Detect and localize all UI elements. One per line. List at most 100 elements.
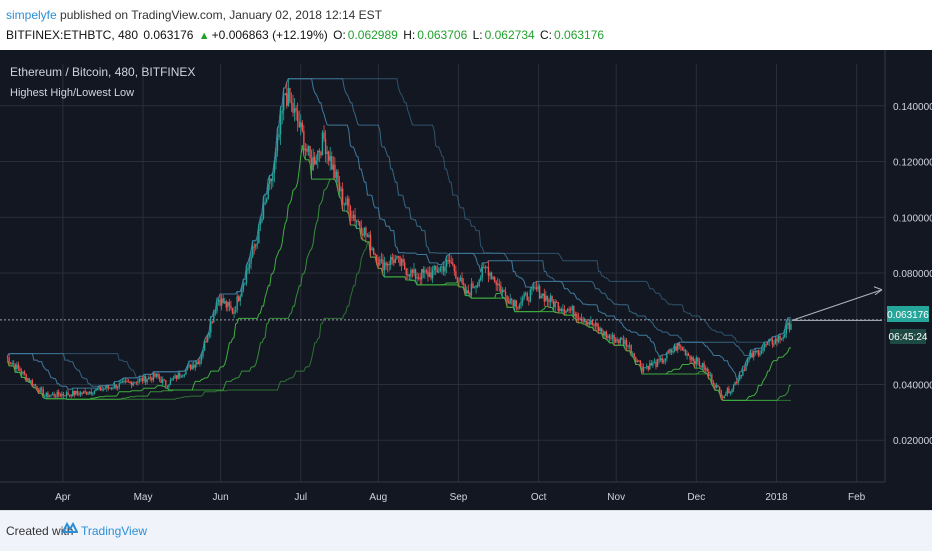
candle-body bbox=[560, 308, 563, 311]
candle-body bbox=[529, 289, 532, 302]
projection-arrow[interactable] bbox=[0, 286, 885, 321]
price-axis[interactable]: 0.140000 0.120000 0.100000 0.080000 0.040000… bbox=[893, 102, 932, 447]
candle-body bbox=[458, 281, 460, 283]
candle-body bbox=[309, 145, 311, 158]
candle-body bbox=[329, 156, 331, 161]
candle-body bbox=[250, 256, 252, 264]
x-tick-label: Sep bbox=[450, 492, 468, 503]
x-tick-label: Apr bbox=[55, 492, 71, 503]
candle-body bbox=[632, 353, 634, 355]
candle-body bbox=[397, 256, 400, 258]
candle-body bbox=[343, 203, 345, 205]
candle-body bbox=[645, 365, 648, 368]
candle-body bbox=[633, 353, 635, 358]
candle-body bbox=[315, 160, 317, 165]
last-price: 0.063176 bbox=[143, 28, 194, 42]
candle-body bbox=[647, 365, 649, 370]
tradingview-link[interactable]: TradingView bbox=[81, 524, 148, 538]
candle-body bbox=[548, 300, 550, 303]
candle-body bbox=[216, 301, 218, 312]
candle-body bbox=[363, 227, 366, 236]
candle-body bbox=[380, 259, 383, 261]
candle-body bbox=[504, 291, 507, 296]
candle-body bbox=[568, 309, 570, 311]
candle-body bbox=[709, 374, 711, 376]
candle-body bbox=[641, 366, 643, 372]
candle-body bbox=[565, 311, 567, 313]
candle-body bbox=[36, 386, 38, 390]
candle-body bbox=[93, 391, 96, 394]
candle-body bbox=[487, 266, 490, 276]
candle-body bbox=[312, 156, 314, 171]
candle-body bbox=[779, 335, 781, 340]
candle-body bbox=[163, 379, 165, 381]
candle-body bbox=[54, 396, 57, 398]
lowest-low-lines bbox=[7, 145, 792, 401]
candle-body bbox=[597, 326, 600, 331]
price-chart[interactable]: 0.140000 0.120000 0.100000 0.080000 0.040000… bbox=[0, 50, 932, 510]
chart-background bbox=[0, 50, 932, 510]
candle-body bbox=[337, 171, 339, 183]
close-value: 0.063176 bbox=[554, 28, 605, 42]
candle-body bbox=[483, 267, 485, 269]
candle-body bbox=[740, 375, 743, 377]
candle-body bbox=[652, 362, 654, 366]
candle-body bbox=[664, 358, 667, 361]
candle-body bbox=[421, 269, 423, 280]
candle-body bbox=[538, 286, 541, 299]
candle-body bbox=[531, 286, 533, 290]
candle-body bbox=[90, 391, 93, 394]
candle-body bbox=[171, 378, 173, 380]
legend-indicator[interactable]: Highest High/Lowest Low bbox=[10, 87, 134, 99]
candle-body bbox=[126, 381, 128, 383]
candle-body bbox=[784, 333, 786, 338]
candle-body bbox=[686, 353, 688, 356]
candle-body bbox=[735, 382, 738, 384]
time-axis[interactable]: Apr May Jun Jul Aug Sep Oct Nov Dec 2018 Feb bbox=[55, 492, 866, 503]
candle-body bbox=[587, 322, 589, 325]
candle-body bbox=[569, 309, 572, 311]
candle-body bbox=[694, 361, 696, 365]
candle-body bbox=[521, 298, 524, 303]
candle-body bbox=[244, 282, 246, 284]
candle-body bbox=[698, 361, 701, 366]
candle-body bbox=[601, 328, 603, 333]
candle-body bbox=[604, 331, 606, 336]
candle-body bbox=[780, 338, 783, 340]
candle-body bbox=[161, 379, 164, 383]
candle-body bbox=[636, 360, 639, 362]
candle-body bbox=[718, 386, 721, 391]
candle-body bbox=[262, 204, 265, 219]
candle-body bbox=[695, 357, 698, 365]
candle-body bbox=[193, 365, 195, 368]
candle-body bbox=[628, 345, 631, 347]
candle-body bbox=[51, 394, 54, 396]
candle-body bbox=[62, 394, 65, 396]
candle-body bbox=[314, 156, 316, 165]
candle-body bbox=[507, 301, 510, 304]
candle-body bbox=[355, 220, 358, 222]
candle-body bbox=[155, 373, 158, 377]
candle-body bbox=[393, 259, 395, 263]
candle-body bbox=[396, 256, 398, 259]
highest-high-line bbox=[7, 78, 791, 379]
candle-body bbox=[189, 364, 192, 370]
candle-body bbox=[264, 202, 266, 205]
candle-body bbox=[372, 248, 375, 255]
candle-body bbox=[511, 298, 513, 301]
candle-body bbox=[708, 371, 710, 376]
candle-body bbox=[438, 271, 440, 273]
publish-info: simpelyfe published on TradingView.com, … bbox=[6, 8, 382, 22]
candle-body bbox=[754, 351, 756, 353]
author-link[interactable]: simpelyfe bbox=[6, 8, 57, 22]
candle-body bbox=[656, 359, 659, 367]
candle-body bbox=[571, 306, 573, 311]
candle-body bbox=[385, 262, 387, 266]
candle-body bbox=[666, 352, 668, 359]
candle-body bbox=[659, 358, 662, 361]
candle-body bbox=[28, 378, 30, 382]
candle-body bbox=[537, 286, 539, 290]
candle-body bbox=[762, 347, 764, 351]
candle-body bbox=[739, 375, 741, 380]
candle-body bbox=[140, 378, 142, 380]
